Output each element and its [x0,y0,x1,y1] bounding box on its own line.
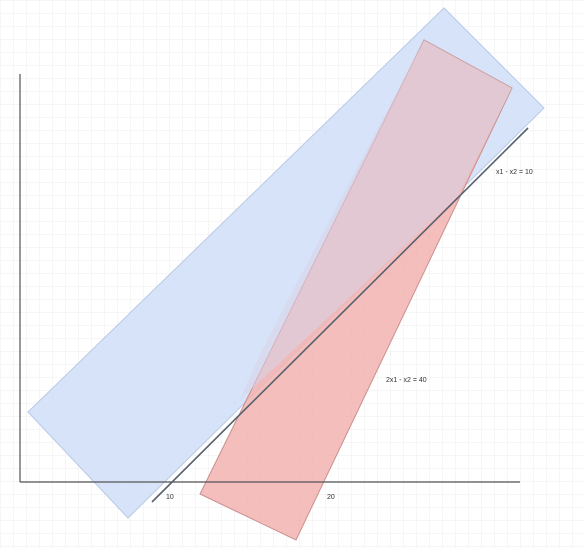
constraint-line-1 [151,127,529,503]
x-tick-20: 20 [327,494,335,501]
line-label-1: x1 - x2 = 10 [496,169,533,176]
x-tick-10: 10 [166,494,174,501]
overlap-region [240,40,512,400]
line-label-2: 2x1 - x2 = 40 [386,377,427,384]
